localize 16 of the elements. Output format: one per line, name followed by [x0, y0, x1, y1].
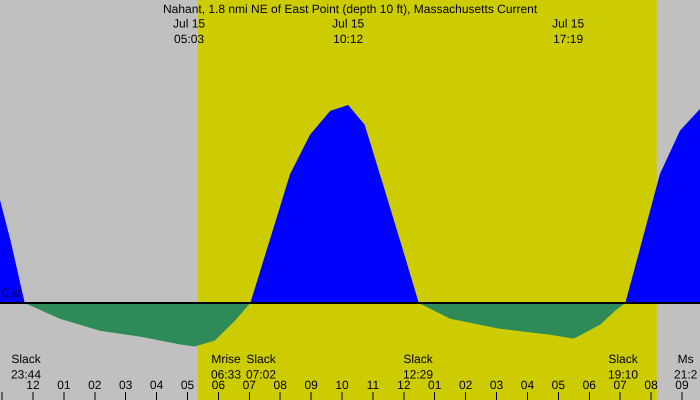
x-tick-label: 02 [458, 378, 473, 392]
x2-tick-label: Jul 15 10:12 [332, 16, 365, 46]
x-tick-label: 11 [366, 378, 380, 392]
x-tick-label: 01 [57, 378, 71, 392]
x-tick-label: 09 [304, 378, 318, 392]
x-tick-label: 03 [119, 378, 133, 392]
x-tick-label: 06 [582, 378, 596, 392]
x-tick-label: 04 [520, 378, 534, 392]
x-tick-label: 05 [552, 378, 566, 392]
x-tick-label: 05 [180, 378, 194, 392]
x-tick-label: 03 [490, 378, 504, 392]
x2-tick-label: Jul 15 17:19 [552, 16, 584, 46]
x-tick-label: 10 [335, 378, 350, 392]
x-tick-label: 02 [88, 378, 102, 392]
x-tick-label: 04 [150, 378, 164, 392]
ref-line-label: 0 kt [2, 286, 22, 300]
